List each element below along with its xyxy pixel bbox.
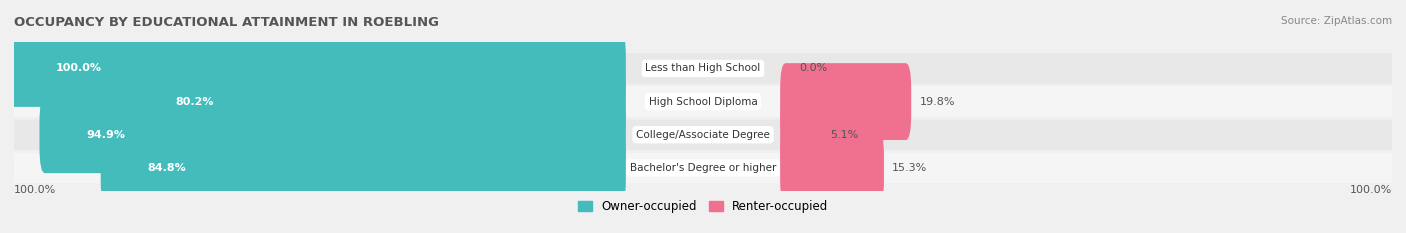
Text: Source: ZipAtlas.com: Source: ZipAtlas.com [1281, 16, 1392, 26]
Text: 100.0%: 100.0% [14, 185, 56, 195]
Text: Less than High School: Less than High School [645, 63, 761, 73]
Legend: Owner-occupied, Renter-occupied: Owner-occupied, Renter-occupied [572, 195, 834, 218]
FancyBboxPatch shape [14, 86, 1392, 117]
Text: 100.0%: 100.0% [55, 63, 101, 73]
Text: 80.2%: 80.2% [176, 97, 214, 106]
FancyBboxPatch shape [780, 63, 911, 140]
FancyBboxPatch shape [14, 53, 1392, 84]
Text: 5.1%: 5.1% [831, 130, 859, 140]
Text: 100.0%: 100.0% [1350, 185, 1392, 195]
FancyBboxPatch shape [8, 30, 626, 107]
Text: 84.8%: 84.8% [148, 163, 187, 173]
Text: 0.0%: 0.0% [800, 63, 828, 73]
Text: Bachelor's Degree or higher: Bachelor's Degree or higher [630, 163, 776, 173]
FancyBboxPatch shape [39, 96, 626, 173]
Text: 94.9%: 94.9% [86, 130, 125, 140]
FancyBboxPatch shape [14, 120, 1392, 150]
FancyBboxPatch shape [780, 129, 884, 206]
Text: 19.8%: 19.8% [920, 97, 955, 106]
FancyBboxPatch shape [128, 63, 626, 140]
FancyBboxPatch shape [101, 129, 626, 206]
Text: OCCUPANCY BY EDUCATIONAL ATTAINMENT IN ROEBLING: OCCUPANCY BY EDUCATIONAL ATTAINMENT IN R… [14, 16, 439, 29]
Text: High School Diploma: High School Diploma [648, 97, 758, 106]
Text: 15.3%: 15.3% [893, 163, 928, 173]
FancyBboxPatch shape [14, 153, 1392, 183]
Text: College/Associate Degree: College/Associate Degree [636, 130, 770, 140]
FancyBboxPatch shape [780, 96, 823, 173]
